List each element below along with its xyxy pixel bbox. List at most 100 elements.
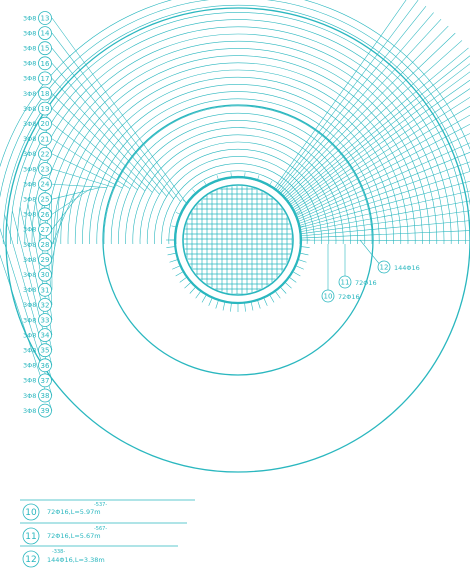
cage-tick <box>269 294 275 303</box>
rebar-arc <box>67 69 409 244</box>
left-label-number: 37 <box>41 377 50 385</box>
schedule-12-text: 144Φ16,L=3.38m <box>47 556 105 564</box>
cage-tick <box>182 199 188 204</box>
radial-bar <box>299 230 470 239</box>
left-label-marker <box>38 328 52 343</box>
cage-tick <box>175 212 181 215</box>
radial-bar <box>294 114 470 215</box>
leader-line <box>51 93 153 193</box>
radial-bar <box>295 123 470 217</box>
leader-line <box>51 78 160 195</box>
leader-line <box>51 48 174 200</box>
radial-bar <box>296 142 470 221</box>
callout-11-text: 72Φ16 <box>355 279 377 287</box>
left-label-marker <box>38 101 52 116</box>
cage-tick <box>184 281 192 289</box>
radial-bar <box>297 152 470 223</box>
callout-12-number: 12 <box>380 264 389 272</box>
left-label-16: 3Φ8 16 <box>23 56 52 71</box>
cage-tick <box>295 265 304 270</box>
outer-circle <box>5 7 470 473</box>
left-label-marker <box>38 343 52 358</box>
left-label-number: 38 <box>41 392 50 400</box>
radial-bar <box>291 88 470 209</box>
left-label-marker <box>38 86 52 101</box>
left-label-number: 34 <box>41 332 50 340</box>
rebar-arc <box>60 62 416 244</box>
left-label-number: 13 <box>41 15 50 23</box>
left-label-prefix: 3Φ8 <box>23 331 36 339</box>
leader-line <box>51 187 100 200</box>
radial-bar <box>290 79 470 208</box>
left-label-marker <box>38 131 52 146</box>
cage-tick <box>179 276 188 283</box>
left-label-marker <box>38 146 52 161</box>
left-label-marker <box>38 222 52 237</box>
left-label-marker <box>38 56 52 71</box>
cage-grid <box>184 186 292 294</box>
left-label-39: 3Φ8 39 <box>23 403 52 418</box>
leader-line <box>51 153 123 189</box>
cage-tick <box>195 290 202 299</box>
left-label-25: 3Φ8 25 <box>23 192 52 207</box>
left-label-number: 21 <box>41 135 50 143</box>
left-label-marker <box>38 237 52 252</box>
rebar-arc <box>161 163 315 244</box>
rebar-arc <box>10 12 466 244</box>
cage-tick <box>175 271 184 277</box>
cage-tick <box>244 302 246 312</box>
left-label-31: 3Φ8 31 <box>23 282 52 297</box>
left-label-36: 3Φ8 36 <box>23 358 52 373</box>
left-label-17: 3Φ8 17 <box>23 71 52 86</box>
left-label-number: 26 <box>41 211 50 219</box>
left-label-prefix: 3Φ8 <box>23 14 36 22</box>
radial-bar <box>292 97 470 211</box>
rebar-arc <box>31 33 445 244</box>
left-label-prefix: 3Φ8 <box>23 241 36 249</box>
rebar-arc <box>17 19 459 244</box>
left-label-prefix: 3Φ8 <box>23 180 36 188</box>
leader-line <box>51 63 167 197</box>
radial-bar <box>286 55 470 203</box>
leader-line <box>51 183 107 188</box>
left-label-number: 14 <box>41 30 50 38</box>
left-label-number: 25 <box>41 196 50 204</box>
radial-bar <box>299 210 470 235</box>
left-label-prefix: 3Φ8 <box>23 301 36 309</box>
left-label-number: 19 <box>41 105 50 113</box>
radial-bar <box>276 6 427 192</box>
left-label-number: 27 <box>41 226 50 234</box>
left-label-marker <box>38 252 52 267</box>
radial-bar <box>273 0 407 190</box>
leader-line <box>51 17 188 205</box>
left-label-37: 3Φ8 37 <box>23 373 52 388</box>
cage-tick <box>274 290 281 299</box>
left-label-13: 3Φ8 13 <box>23 11 52 25</box>
left-label-number: 23 <box>41 166 50 174</box>
cage-tick <box>297 259 307 263</box>
cage-tick <box>292 271 301 277</box>
left-label-29: 3Φ8 29 <box>23 252 52 267</box>
left-label-marker <box>38 116 52 131</box>
schedule-10-text: 72Φ16,L=5.97m <box>47 508 101 516</box>
rebar-arc <box>154 156 322 244</box>
radial-bar <box>275 0 419 191</box>
cage-tick <box>230 172 232 178</box>
rebar-arc <box>74 76 402 244</box>
cage-tick <box>257 175 260 181</box>
left-label-marker <box>38 282 52 297</box>
radial-bar <box>299 220 470 237</box>
left-label-number: 16 <box>41 60 50 68</box>
schedule-row-12: 12 -338- 144Φ16,L=3.38m <box>22 549 105 568</box>
radial-bar <box>284 40 463 199</box>
schedule-11-text: 72Φ16,L=5.67m <box>47 532 101 540</box>
left-label-marker <box>38 207 52 222</box>
rebar-arc <box>89 91 387 244</box>
left-label-prefix: 3Φ8 <box>23 120 36 128</box>
left-label-number: 33 <box>41 317 50 325</box>
cage-tick <box>169 259 179 263</box>
middle-circle <box>102 104 374 376</box>
cage-tick <box>244 172 246 178</box>
cage-tick <box>171 225 177 228</box>
schedule-11-marker <box>22 527 40 545</box>
